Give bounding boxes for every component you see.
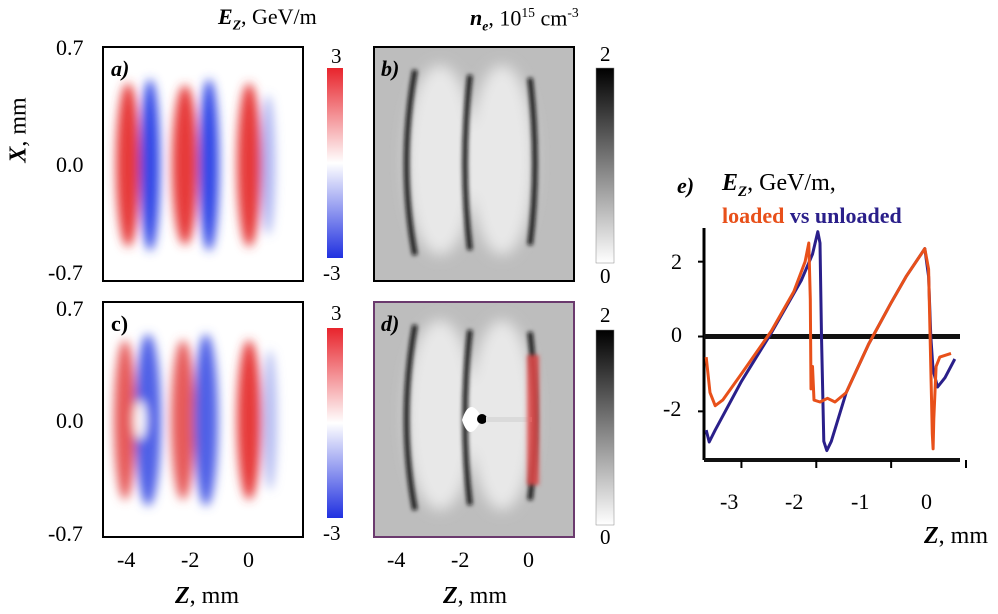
legend-loaded: loaded xyxy=(722,203,785,228)
panel-d-frame xyxy=(373,301,575,538)
panel-a-frame xyxy=(102,46,304,282)
panel-c-map xyxy=(103,302,303,537)
panel-label-d: d) xyxy=(381,311,400,336)
panel-label-a: a) xyxy=(111,56,130,81)
ne-colorbar-top xyxy=(595,67,615,264)
panel-b-frame xyxy=(373,46,575,282)
panel-d-map xyxy=(374,302,574,537)
series-line-unloaded xyxy=(704,230,957,453)
ne-cbar-tick-top-max: 2 xyxy=(600,42,611,66)
ez-colorbar-bottom xyxy=(327,328,343,518)
panel-label-e: e) xyxy=(677,173,695,198)
panel-e-title: EZ, GeV/m, xyxy=(722,170,836,200)
panel-e-chart xyxy=(698,228,967,468)
ez-cbar-tick-bottom-min: -3 xyxy=(323,521,341,545)
ez-cbar-tick-top-min: -3 xyxy=(323,261,341,285)
x-tick-c-0: -4 xyxy=(117,547,136,572)
e-x-tick-1: -2 xyxy=(785,489,804,514)
y-tick-top-1: 0.0 xyxy=(56,152,84,177)
ne-cbar-tick-top-min: 0 xyxy=(600,264,611,288)
y-tick-bottom-1: 0.0 xyxy=(56,408,84,433)
e-x-tick-3: 0 xyxy=(921,489,932,514)
ne-colorbar-title: ne, 1015 cm-3 xyxy=(470,5,579,34)
panel-label-c: c) xyxy=(111,311,129,336)
e-x-tick-2: -1 xyxy=(851,489,870,514)
x-tick-d-2: 0 xyxy=(523,547,534,572)
series-line-loaded xyxy=(704,241,952,451)
ne-cbar-tick-bottom-max: 2 xyxy=(600,303,611,327)
panel-a-map xyxy=(103,47,303,281)
x-tick-c-1: -2 xyxy=(181,547,200,572)
e-y-tick-1: 0 xyxy=(671,322,682,347)
map-ylabel: X, mm xyxy=(5,97,32,163)
panel-b-map xyxy=(374,47,574,281)
panel-e-legend: loaded vs unloaded xyxy=(722,203,902,228)
ez-colorbar-title: EZ, GeV/m xyxy=(218,4,317,33)
e-x-tick-0: -3 xyxy=(720,489,739,514)
ne-cbar-tick-bottom-min: 0 xyxy=(600,525,611,549)
y-tick-bottom-2: -0.7 xyxy=(48,521,83,546)
panel-label-b: b) xyxy=(381,56,400,81)
y-tick-top-0: 0.7 xyxy=(56,35,84,60)
panel-e-xlabel: Z, mm xyxy=(924,523,989,549)
ez-cbar-tick-top-max: 3 xyxy=(331,44,342,68)
x-tick-d-0: -4 xyxy=(387,547,406,572)
ez-cbar-tick-bottom-max: 3 xyxy=(331,301,342,325)
e-y-tick-0: 2 xyxy=(671,249,682,274)
x-tick-d-1: -2 xyxy=(451,547,470,572)
xlabel-d: Z, mm xyxy=(443,583,508,609)
xlabel-c: Z, mm xyxy=(175,583,240,609)
ne-colorbar-bottom xyxy=(595,329,615,526)
y-tick-top-2: -0.7 xyxy=(48,260,83,285)
e-y-tick-2: -2 xyxy=(663,396,682,421)
panel-c-frame xyxy=(102,301,304,538)
x-tick-c-2: 0 xyxy=(243,547,254,572)
legend-unloaded: unloaded xyxy=(814,203,902,228)
y-tick-bottom-0: 0.7 xyxy=(56,296,84,321)
ez-colorbar-top xyxy=(327,68,343,258)
